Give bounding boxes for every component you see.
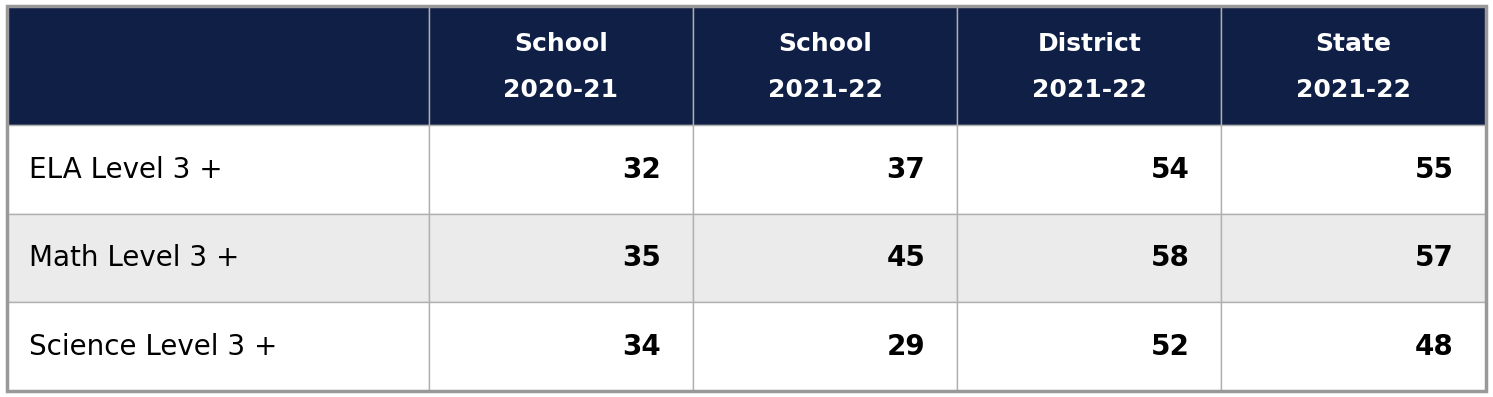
Text: 32: 32 bbox=[623, 156, 661, 184]
Bar bbox=[1221, 6, 1486, 125]
Bar bbox=[1221, 214, 1486, 303]
Bar bbox=[1221, 303, 1486, 391]
Bar bbox=[957, 214, 1221, 303]
Bar bbox=[428, 214, 693, 303]
Bar bbox=[693, 125, 957, 214]
Text: 45: 45 bbox=[887, 244, 926, 272]
Text: 34: 34 bbox=[623, 333, 661, 361]
Bar bbox=[7, 6, 428, 125]
Text: Science Level 3 +: Science Level 3 + bbox=[28, 333, 276, 361]
Bar bbox=[957, 125, 1221, 214]
Text: Math Level 3 +: Math Level 3 + bbox=[28, 244, 239, 272]
Text: 2021-22: 2021-22 bbox=[1032, 77, 1147, 102]
Text: District: District bbox=[1038, 32, 1141, 56]
Bar bbox=[957, 6, 1221, 125]
Bar bbox=[428, 6, 693, 125]
Text: 52: 52 bbox=[1151, 333, 1190, 361]
Bar bbox=[428, 125, 693, 214]
Bar bbox=[957, 303, 1221, 391]
Text: School: School bbox=[778, 32, 872, 56]
Text: 55: 55 bbox=[1415, 156, 1454, 184]
Bar bbox=[693, 214, 957, 303]
Text: 57: 57 bbox=[1415, 244, 1454, 272]
Text: School: School bbox=[514, 32, 608, 56]
Text: ELA Level 3 +: ELA Level 3 + bbox=[28, 156, 222, 184]
Text: 2020-21: 2020-21 bbox=[503, 77, 618, 102]
Bar bbox=[7, 214, 428, 303]
Text: 58: 58 bbox=[1151, 244, 1190, 272]
Text: 37: 37 bbox=[887, 156, 926, 184]
Bar bbox=[7, 125, 428, 214]
Text: 54: 54 bbox=[1151, 156, 1190, 184]
Text: 2021-22: 2021-22 bbox=[767, 77, 882, 102]
Text: 29: 29 bbox=[887, 333, 926, 361]
Bar bbox=[428, 303, 693, 391]
Text: State: State bbox=[1315, 32, 1391, 56]
Text: 35: 35 bbox=[623, 244, 661, 272]
Bar bbox=[1221, 125, 1486, 214]
Text: 48: 48 bbox=[1415, 333, 1454, 361]
Bar bbox=[693, 6, 957, 125]
Text: 2021-22: 2021-22 bbox=[1296, 77, 1411, 102]
Bar bbox=[693, 303, 957, 391]
Bar bbox=[7, 303, 428, 391]
